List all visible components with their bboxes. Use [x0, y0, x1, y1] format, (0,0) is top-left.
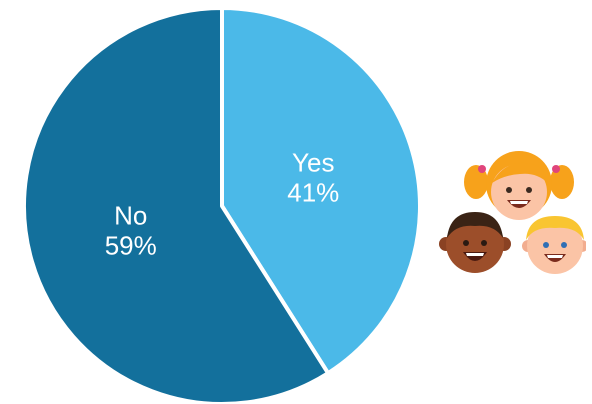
- boy-face-icon: [439, 212, 511, 273]
- slice-category-label: Yes: [292, 147, 334, 177]
- slice-value-label: 41%: [287, 177, 339, 207]
- slice-category-label: No: [114, 201, 147, 231]
- children-faces-icon: [439, 151, 586, 274]
- slice-value-label: 59%: [105, 231, 157, 261]
- girl-face-icon: [464, 151, 574, 220]
- blonde-child-face-icon: [522, 216, 586, 274]
